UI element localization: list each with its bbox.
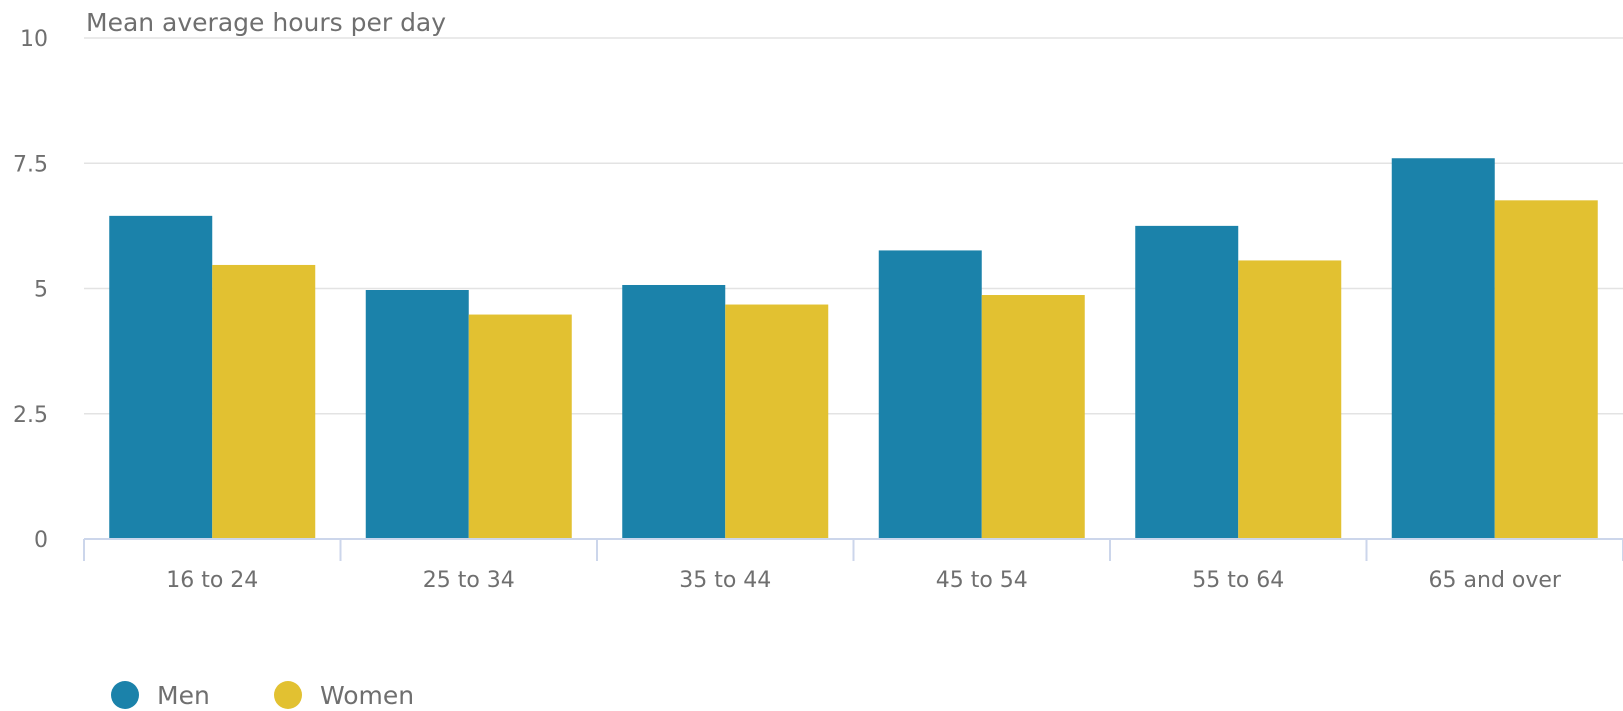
x-tick-label: 65 and over <box>1429 568 1562 593</box>
x-tick-label: 25 to 34 <box>423 568 515 593</box>
y-tick-label: 5 <box>34 278 48 303</box>
x-axis-ticks: 16 to 24 25 to 34 35 to 44 45 to 54 55 to 64… <box>166 568 1562 593</box>
y-axis-label: Mean average hours per day <box>86 8 446 37</box>
bar-women-0 <box>212 264 316 539</box>
bar-men-1 <box>365 290 469 539</box>
y-axis-ticks: 0 2.5 5 7.5 10 <box>13 27 48 553</box>
y-tick-label: 2.5 <box>13 403 48 428</box>
x-tick-label: 35 to 44 <box>679 568 771 593</box>
y-tick-label: 10 <box>20 27 48 52</box>
bar-women-3 <box>981 295 1085 539</box>
bar-men-5 <box>1391 158 1495 540</box>
legend-marker-women <box>274 681 302 709</box>
y-tick-label: 7.5 <box>13 152 48 177</box>
bar-men-3 <box>878 250 982 539</box>
bar-women-1 <box>468 314 572 539</box>
legend-label-men: Men <box>157 681 210 710</box>
bar-women-2 <box>725 304 829 539</box>
gridlines <box>84 37 1623 415</box>
y-tick-label: 0 <box>34 528 48 553</box>
bar-women-5 <box>1494 200 1598 539</box>
x-tick-label: 45 to 54 <box>936 568 1028 593</box>
x-tick-label: 55 to 64 <box>1192 568 1284 593</box>
bar-men-0 <box>109 215 213 540</box>
bar-men-4 <box>1135 225 1239 539</box>
bar-men-2 <box>622 284 726 539</box>
legend-label-women: Women <box>320 681 414 710</box>
bars <box>109 158 1598 540</box>
x-axis <box>83 538 1623 561</box>
legend: Men Women <box>111 681 414 710</box>
x-tick-label: 16 to 24 <box>166 568 258 593</box>
bar-women-4 <box>1238 260 1342 539</box>
legend-marker-men <box>111 681 139 709</box>
